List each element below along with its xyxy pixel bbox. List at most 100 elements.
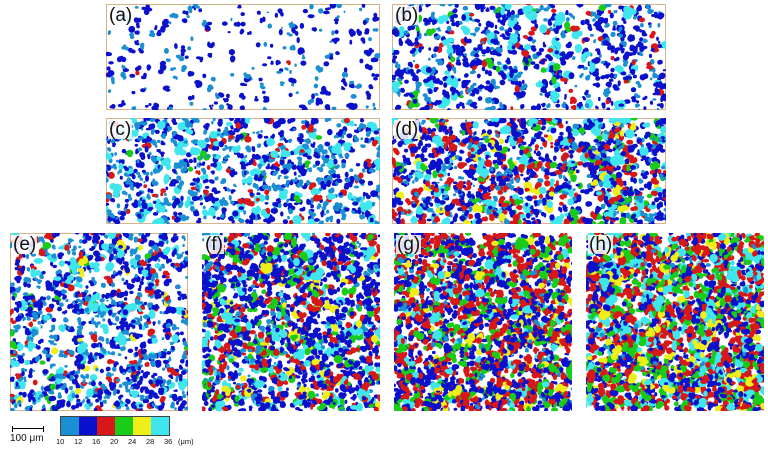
grain	[221, 160, 227, 164]
grain	[440, 101, 447, 109]
grain	[520, 87, 525, 91]
grain	[191, 201, 195, 205]
grain	[315, 177, 322, 183]
grain	[265, 196, 270, 201]
grain	[366, 92, 372, 98]
grain	[415, 81, 422, 85]
grain	[392, 75, 396, 81]
grain	[249, 192, 254, 197]
grain	[489, 200, 497, 208]
grain	[343, 118, 350, 124]
grain	[605, 42, 612, 47]
grain	[288, 92, 293, 98]
grain	[189, 182, 196, 186]
grain	[318, 221, 324, 224]
grain	[194, 166, 197, 170]
grain	[519, 149, 524, 155]
grain	[497, 18, 501, 23]
grain	[452, 77, 458, 86]
grain	[313, 151, 317, 154]
grain	[254, 154, 257, 159]
grain	[459, 150, 465, 154]
grain	[307, 181, 311, 185]
grain	[585, 104, 590, 109]
grain	[371, 201, 375, 207]
grain	[334, 205, 340, 212]
grain	[286, 60, 291, 64]
grain	[326, 162, 334, 168]
grain	[475, 27, 481, 31]
grain	[524, 43, 532, 50]
grain	[585, 10, 591, 16]
grain	[462, 27, 471, 35]
grain	[551, 72, 555, 76]
grain	[376, 151, 380, 157]
grain	[497, 172, 503, 177]
grain	[373, 130, 380, 135]
grain	[475, 88, 478, 93]
grain	[180, 45, 186, 50]
grain	[462, 5, 469, 11]
grain	[272, 133, 275, 138]
grain	[604, 74, 609, 78]
grain	[300, 60, 307, 66]
grain	[109, 105, 114, 109]
grain	[345, 178, 350, 183]
grain	[610, 180, 618, 186]
grain	[199, 56, 204, 61]
grain	[173, 169, 177, 174]
grain	[481, 41, 484, 44]
grain	[269, 43, 274, 48]
grain	[545, 54, 552, 59]
grain	[355, 163, 361, 167]
grain	[492, 48, 495, 51]
grain	[154, 203, 162, 210]
grain	[258, 77, 263, 82]
grain	[628, 76, 633, 80]
grain	[398, 214, 401, 219]
grain	[299, 152, 302, 156]
grain	[329, 215, 334, 220]
grain	[486, 29, 491, 34]
grain	[472, 105, 478, 109]
grain	[296, 164, 304, 171]
grain	[605, 99, 610, 105]
grain	[244, 118, 251, 122]
grain	[645, 5, 651, 9]
grain	[541, 86, 546, 93]
grain	[607, 45, 612, 51]
grain	[569, 153, 574, 159]
grain	[467, 99, 473, 105]
grain	[635, 80, 641, 85]
grain	[352, 195, 358, 203]
grain	[286, 199, 289, 204]
grain	[318, 194, 323, 201]
grain	[462, 105, 465, 109]
grain	[521, 104, 525, 109]
grain	[553, 27, 559, 33]
grain	[434, 216, 440, 221]
grain	[194, 5, 200, 9]
grain	[488, 84, 495, 91]
grain	[407, 70, 411, 74]
grain	[606, 81, 612, 86]
grain	[249, 214, 254, 220]
grain	[144, 145, 149, 153]
grain	[126, 177, 132, 183]
grain	[565, 105, 569, 110]
grain	[558, 72, 563, 76]
grain	[200, 196, 204, 201]
grain	[239, 153, 244, 159]
grain	[343, 184, 350, 190]
grain	[305, 138, 311, 144]
grain	[405, 92, 411, 96]
grain	[426, 66, 432, 72]
grain	[181, 118, 186, 121]
grain	[327, 7, 332, 10]
grain	[595, 68, 599, 72]
grain	[631, 51, 637, 56]
grain	[134, 129, 139, 134]
grain	[254, 174, 259, 179]
grain	[560, 33, 566, 38]
grain	[634, 64, 639, 72]
